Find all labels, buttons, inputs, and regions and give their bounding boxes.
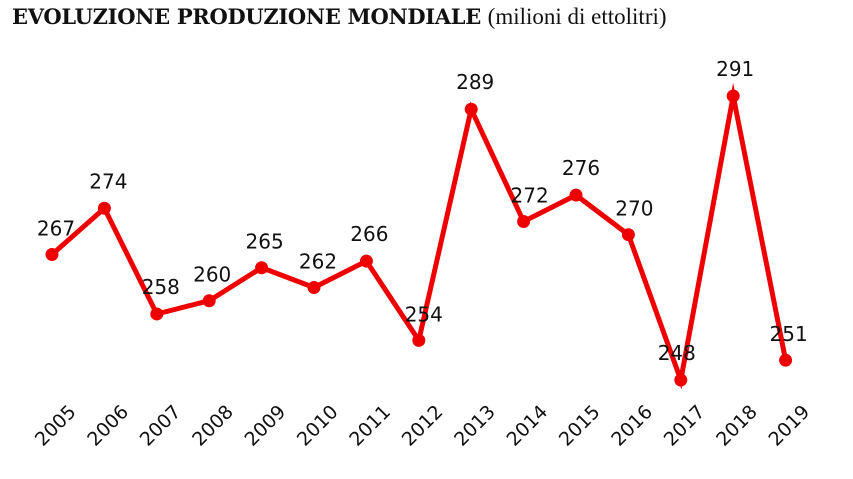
value-label-2011: 266 <box>350 222 388 246</box>
x-tick-label-2015: 2015 <box>555 401 605 451</box>
value-label-2014: 272 <box>511 183 549 207</box>
data-point-2013 <box>464 102 478 116</box>
data-point-2018 <box>726 89 740 103</box>
value-label-2013: 289 <box>456 70 494 94</box>
value-label-2005: 267 <box>37 217 75 241</box>
data-point-2016 <box>621 228 635 242</box>
chart-title: EVOLUZIONE PRODUZIONE MONDIALE (milioni … <box>12 4 667 30</box>
x-tick-label-2018: 2018 <box>712 401 762 451</box>
data-point-2009 <box>255 261 269 275</box>
value-label-2015: 276 <box>562 156 600 180</box>
data-point-2008 <box>202 294 216 308</box>
value-label-2007: 258 <box>142 275 180 299</box>
value-label-2008: 260 <box>193 263 231 287</box>
x-axis: 2005 2006 2007 2008 2009 2010 2011 2012 2013 2014… <box>31 401 814 451</box>
data-point-2017 <box>674 373 688 387</box>
data-point-2012 <box>412 333 426 347</box>
data-point-2006 <box>97 201 111 215</box>
x-tick-label-2013: 2013 <box>450 401 500 451</box>
value-label-2019: 251 <box>770 322 808 346</box>
x-tick-label-2006: 2006 <box>83 401 133 451</box>
data-point-2014 <box>517 214 531 228</box>
data-point-2019 <box>779 353 793 367</box>
x-tick-label-2014: 2014 <box>502 401 552 451</box>
value-label-2018: 291 <box>716 57 754 81</box>
value-label-2006: 274 <box>89 169 127 193</box>
data-point-2010 <box>307 281 321 295</box>
data-point-2007 <box>150 307 164 321</box>
x-tick-label-2016: 2016 <box>607 401 657 451</box>
value-label-layer: 267 274 258 260 265 262 266 254 289 272 276 270 248 2… <box>37 57 808 365</box>
x-tick-label-2008: 2008 <box>188 401 238 451</box>
x-tick-label-2007: 2007 <box>136 401 186 451</box>
value-label-2016: 270 <box>615 197 653 221</box>
x-tick-label-2019: 2019 <box>764 401 814 451</box>
data-point-2005 <box>45 248 59 262</box>
x-tick-label-2012: 2012 <box>398 401 448 451</box>
x-tick-label-2009: 2009 <box>240 401 290 451</box>
value-label-2012: 254 <box>405 302 443 326</box>
chart-title-bold: EVOLUZIONE PRODUZIONE MONDIALE <box>12 4 481 29</box>
value-label-2017: 248 <box>658 341 696 365</box>
data-point-2011 <box>359 254 373 268</box>
value-label-2009: 265 <box>246 230 284 254</box>
data-point-2015 <box>569 188 583 202</box>
x-tick-label-2010: 2010 <box>293 401 343 451</box>
value-label-2010: 262 <box>299 250 337 274</box>
chart-title-unit: (milioni di ettolitri) <box>487 4 667 29</box>
x-tick-label-2011: 2011 <box>345 401 395 451</box>
x-tick-label-2017: 2017 <box>660 401 710 451</box>
point-layer <box>45 89 793 387</box>
x-tick-label-2005: 2005 <box>31 401 81 451</box>
